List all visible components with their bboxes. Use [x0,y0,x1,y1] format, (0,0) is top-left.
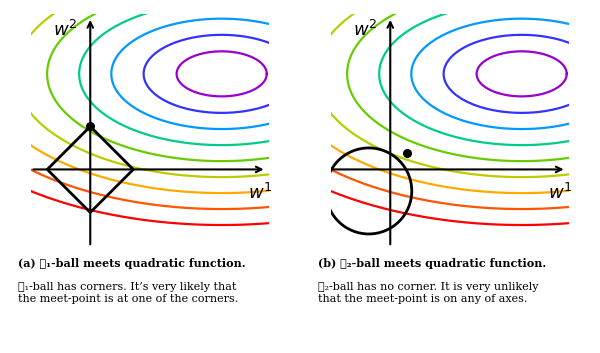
Text: ℓ₁-ball has corners. It’s very likely that
the meet-point is at one of the corne: ℓ₁-ball has corners. It’s very likely th… [18,282,238,304]
Text: (a) ℓ₁-ball meets quadratic function.: (a) ℓ₁-ball meets quadratic function. [18,258,245,269]
Text: $w^2$: $w^2$ [353,20,377,40]
Text: (b) ℓ₂-ball meets quadratic function.: (b) ℓ₂-ball meets quadratic function. [318,258,546,269]
Text: ℓ₂-ball has no corner. It is very unlikely
that the meet-point is on any of axes: ℓ₂-ball has no corner. It is very unlike… [318,282,539,304]
Text: $w^1$: $w^1$ [548,183,573,203]
Text: $w^2$: $w^2$ [53,20,77,40]
Text: $w^1$: $w^1$ [248,183,273,203]
